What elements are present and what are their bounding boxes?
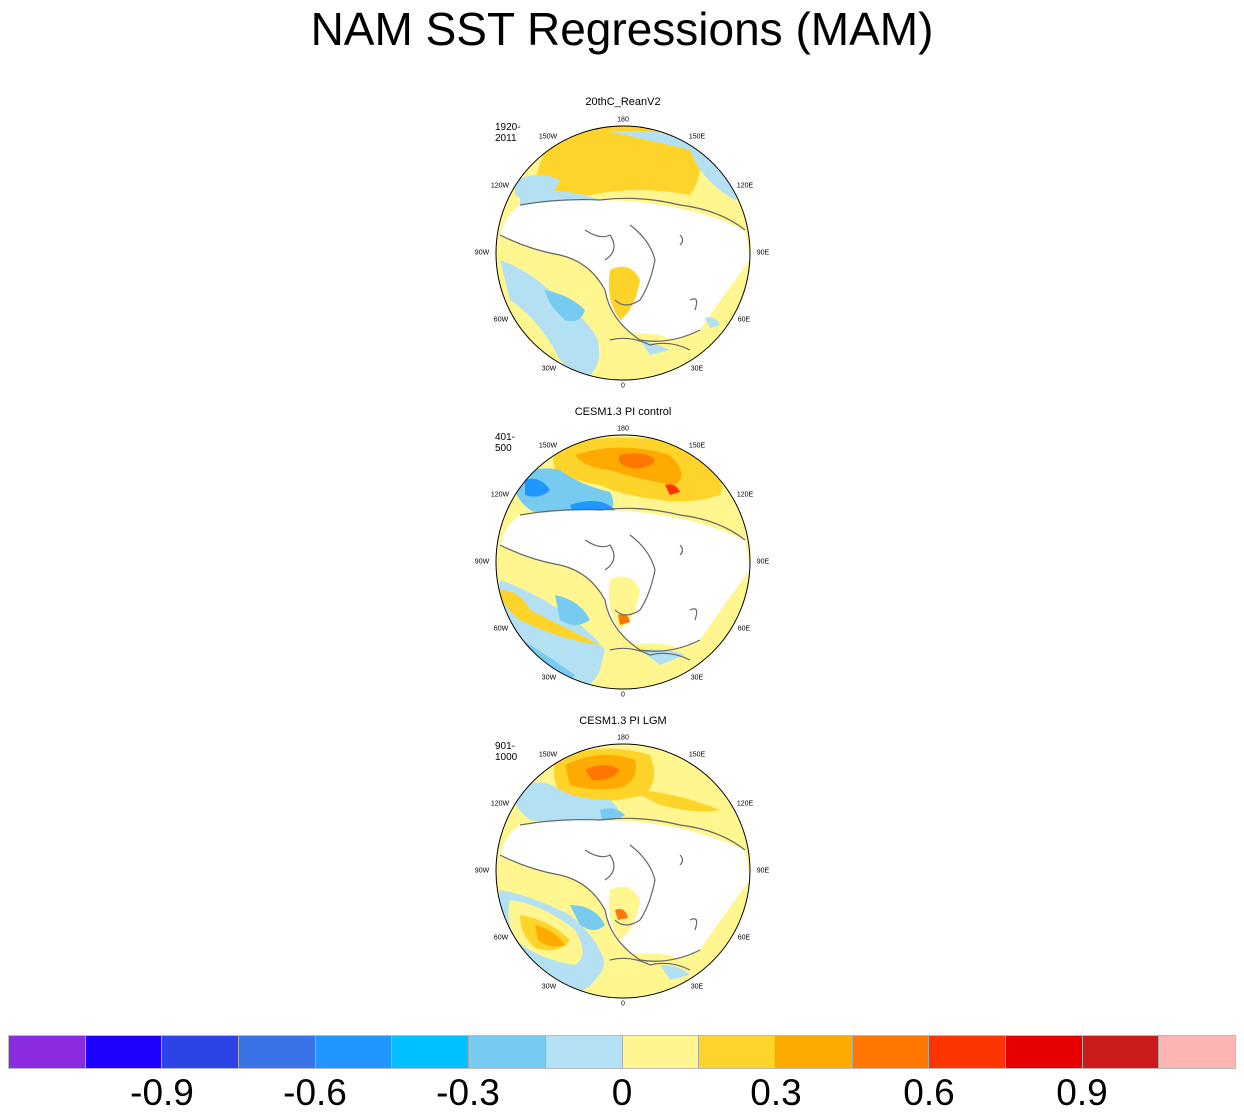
colorbar-swatch [622, 1036, 700, 1068]
lon-label: 30E [690, 983, 704, 991]
colorbar-swatch [852, 1036, 930, 1068]
lon-label: 0 [621, 382, 625, 390]
lon-label: 30W [541, 365, 557, 373]
lon-label: 90W [474, 867, 490, 875]
lon-label: 90E [756, 867, 770, 875]
panel-title: CESM1.3 PI control [574, 406, 672, 418]
lon-label: 60W [493, 316, 509, 324]
lon-label: 90E [756, 558, 770, 566]
colorbar-tick-label: 0.9 [1056, 1072, 1108, 1113]
lon-label: 60E [737, 625, 751, 633]
lon-label: 120W [490, 182, 510, 190]
lon-label: 30E [690, 365, 704, 373]
colorbar-swatch [162, 1036, 240, 1068]
colorbar-swatch [929, 1036, 1006, 1068]
lon-label: 180 [617, 425, 629, 433]
colorbar-swatch [545, 1036, 623, 1068]
colorbar-swatch [775, 1036, 853, 1068]
colorbar-swatch [1082, 1036, 1160, 1068]
figure-title: NAM SST Regressions (MAM) [310, 3, 934, 55]
lon-label: 150W [538, 751, 558, 759]
colorbar-swatch [469, 1036, 546, 1068]
colorbar-tick-label: -0.6 [283, 1072, 347, 1113]
lon-label: 120W [490, 491, 510, 499]
lon-label: 120E [736, 182, 754, 190]
colorbar-tick-label: -0.9 [130, 1072, 194, 1113]
lon-label: 90E [756, 249, 770, 257]
lon-label: 60W [493, 934, 509, 942]
colorbar-swatch [1159, 1036, 1235, 1068]
lon-label: 0 [621, 691, 625, 699]
period-label: 401-500 [495, 432, 516, 454]
lon-label: 120E [736, 800, 754, 808]
lon-label: 0 [621, 1000, 625, 1008]
colorbar-tick-label: 0.6 [903, 1072, 955, 1113]
lon-label: 60W [493, 625, 509, 633]
period-label: 1920-2011 [495, 122, 521, 144]
lon-label: 150W [538, 442, 558, 450]
colorbar-swatch [699, 1036, 776, 1068]
colorbar-tick-label: 0 [611, 1072, 633, 1113]
lon-label: 90W [474, 249, 490, 257]
panel-title: 20thC_ReanV2 [585, 96, 661, 108]
lon-label: 90W [474, 558, 490, 566]
lon-label: 30W [541, 983, 557, 991]
colorbar-swatch [1005, 1036, 1083, 1068]
lon-label: 150E [688, 442, 706, 450]
lon-label: 120E [736, 491, 754, 499]
lon-label: 60E [737, 934, 751, 942]
lon-label: 150E [688, 133, 706, 141]
colorbar-swatch [85, 1036, 163, 1068]
lon-label: 180 [617, 116, 629, 124]
lon-label: 150W [538, 133, 558, 141]
lon-label: 60E [737, 316, 751, 324]
colorbar-tick-label: -0.3 [436, 1072, 500, 1113]
colorbar-swatch [239, 1036, 316, 1068]
period-label: 901-1000 [495, 741, 518, 763]
lon-label: 180 [617, 734, 629, 742]
lon-label: 120W [490, 800, 510, 808]
lon-label: 30E [690, 674, 704, 682]
colorbar-tick-label: 0.3 [750, 1072, 802, 1113]
panel-title: CESM1.3 PI LGM [579, 715, 667, 727]
colorbar-swatch [392, 1036, 470, 1068]
colorbar-swatch [9, 1036, 86, 1068]
lon-label: 30W [541, 674, 557, 682]
colorbar [8, 1035, 1236, 1069]
colorbar-swatch [315, 1036, 393, 1068]
lon-label: 150E [688, 751, 706, 759]
